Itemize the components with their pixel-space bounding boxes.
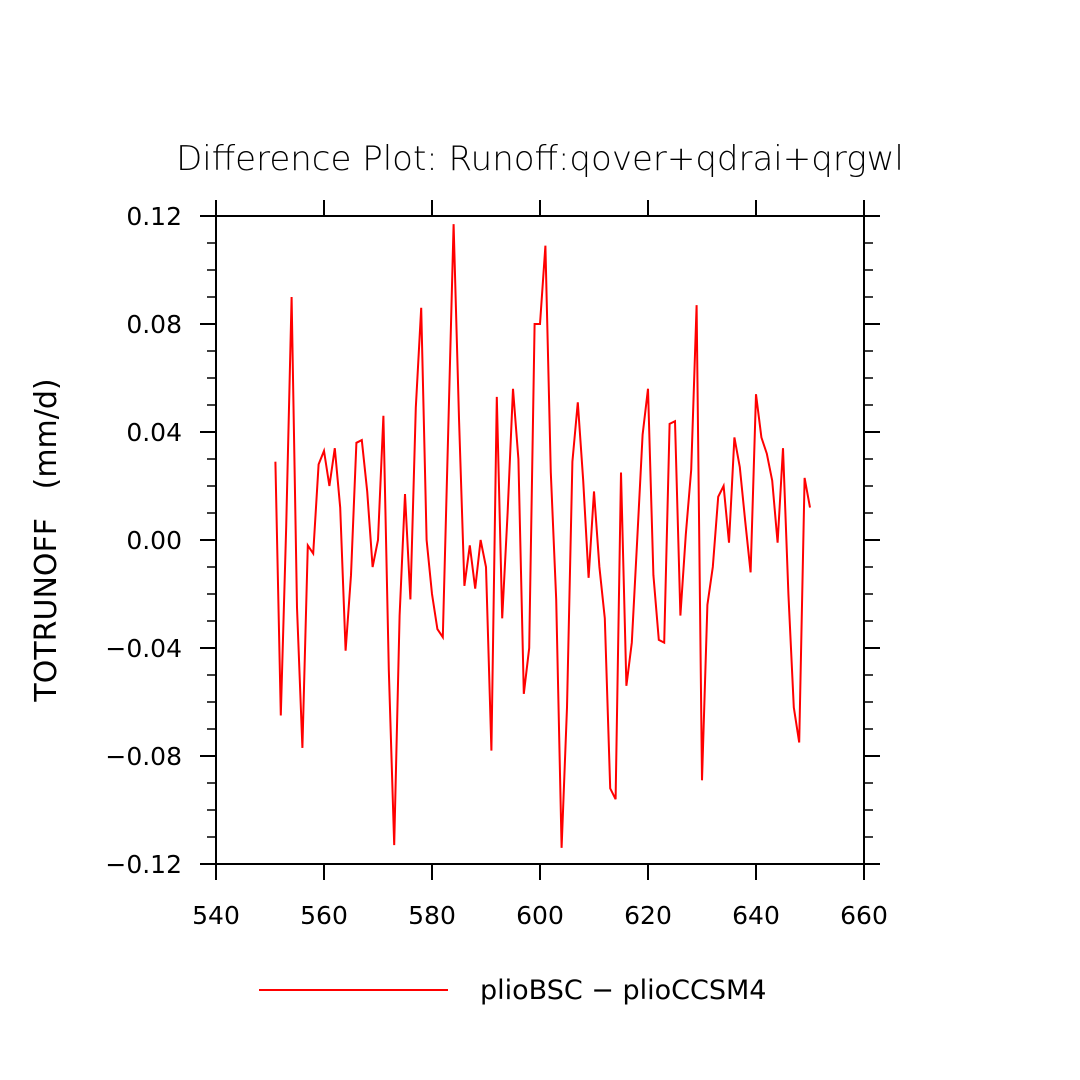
y-tick-label: 0.00 [126, 526, 182, 555]
x-tick-label: 540 [192, 901, 240, 930]
y-tick-labels: −0.12 −0.08 −0.04 0.00 0.04 0.08 0.12 [105, 202, 182, 879]
axis-ticks [200, 200, 880, 880]
x-tick-label: 600 [516, 901, 564, 930]
x-tick-label: 660 [840, 901, 888, 930]
legend: plioBSC − plioCCSM4 [259, 975, 766, 1006]
y-tick-label: −0.08 [105, 742, 182, 771]
y-tick-label: −0.12 [105, 850, 182, 879]
x-tick-label: 560 [300, 901, 348, 930]
y-axis-label: TOTRUNOFF (mm/d) [29, 378, 64, 702]
y-tick-label: 0.08 [126, 310, 182, 339]
series-line-0 [274, 224, 811, 848]
y-tick-label: −0.04 [105, 634, 182, 663]
x-tick-label: 640 [732, 901, 780, 930]
series-group [274, 224, 811, 848]
y-tick-label: 0.04 [126, 418, 182, 447]
legend-label: plioBSC − plioCCSM4 [480, 975, 766, 1006]
y-tick-label: 0.12 [126, 202, 182, 231]
x-tick-labels: 540 560 580 600 620 640 660 [192, 901, 888, 930]
chart-title: Difference Plot: Runoff:qover+qdrai+qrgw… [176, 139, 904, 179]
x-tick-label: 620 [624, 901, 672, 930]
x-tick-label: 580 [408, 901, 456, 930]
